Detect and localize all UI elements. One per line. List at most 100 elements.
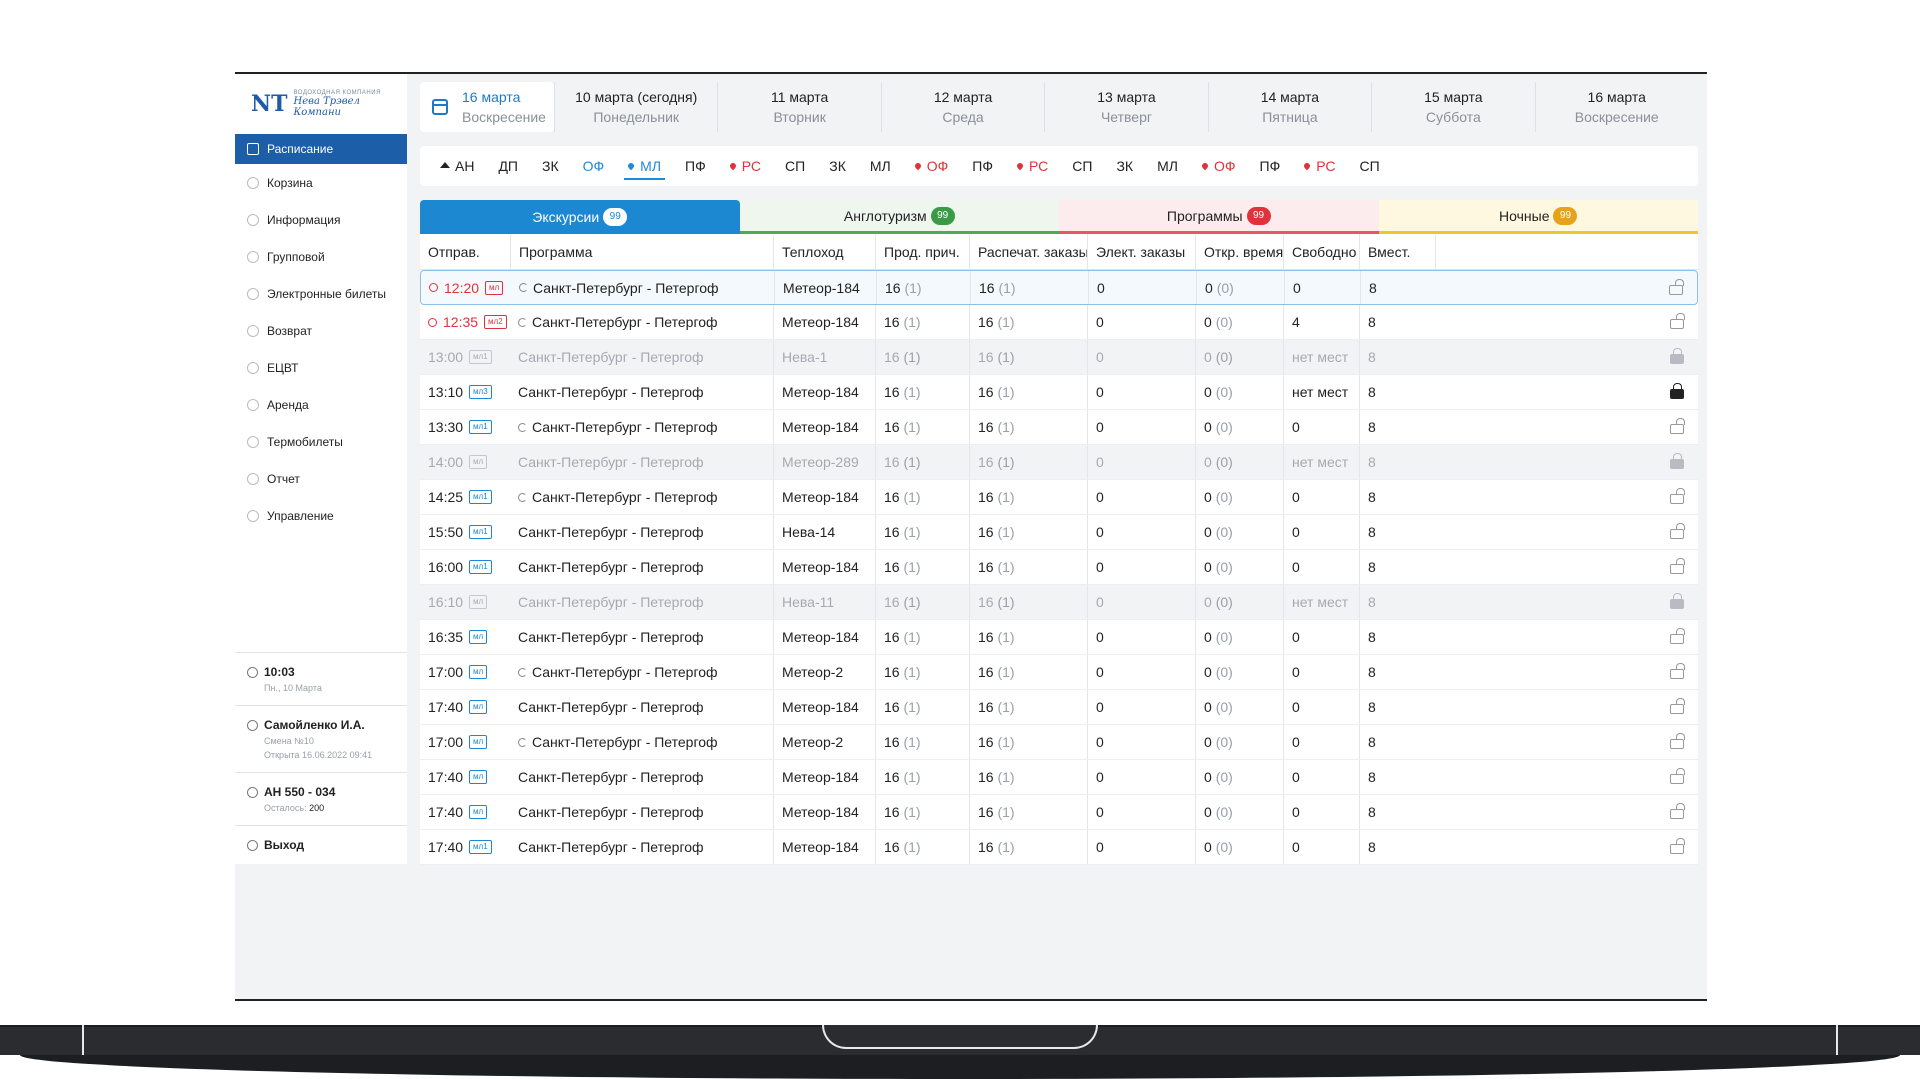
col-departure[interactable]: Отправ. bbox=[428, 243, 480, 260]
cell-lock[interactable] bbox=[1435, 480, 1698, 514]
cell-lock[interactable] bbox=[1435, 340, 1698, 374]
route-rs[interactable]: РС bbox=[718, 146, 773, 186]
sidebar-item-info[interactable]: Информация bbox=[235, 201, 407, 238]
date-option[interactable]: 12 марта Среда bbox=[880, 82, 1044, 132]
lock-icon[interactable] bbox=[1670, 453, 1684, 469]
sidebar-item-refund[interactable]: Возврат bbox=[235, 312, 407, 349]
lock-icon[interactable] bbox=[1669, 278, 1684, 295]
route-of[interactable]: ОФ bbox=[903, 146, 961, 186]
sidebar-item-group[interactable]: Групповой bbox=[235, 238, 407, 275]
table-row[interactable]: 14:00 мл Санкт-Петербург - Петергоф Метеор-… bbox=[420, 445, 1698, 480]
col-open-time[interactable]: Откр. время bbox=[1195, 234, 1283, 269]
cell-lock[interactable] bbox=[1435, 655, 1698, 689]
table-row[interactable]: 17:40 мл1 Санкт-Петербург - Петергоф Метеор… bbox=[420, 830, 1698, 865]
col-program[interactable]: Программа bbox=[510, 234, 773, 269]
table-row[interactable]: 17:00 мл Санкт-Петербург - Петергоф Метеор-… bbox=[420, 655, 1698, 690]
table-row[interactable]: 15:50 мл1 Санкт-Петербург - Петергоф Нева-1… bbox=[420, 515, 1698, 550]
lock-icon[interactable] bbox=[1670, 803, 1685, 819]
sidebar-item-ecvt[interactable]: ЕЦВТ bbox=[235, 349, 407, 386]
lock-icon[interactable] bbox=[1670, 523, 1685, 539]
cell-lock[interactable] bbox=[1435, 795, 1698, 829]
route-ml[interactable]: МЛ bbox=[1145, 146, 1190, 186]
lock-icon[interactable] bbox=[1670, 383, 1684, 399]
cell-lock[interactable] bbox=[1435, 585, 1698, 619]
lock-icon[interactable] bbox=[1670, 313, 1685, 329]
table-row[interactable]: 17:40 мл Санкт-Петербург - Петергоф Метеор-… bbox=[420, 760, 1698, 795]
sidebar-item-rent[interactable]: Аренда bbox=[235, 386, 407, 423]
cell-lock[interactable] bbox=[1435, 760, 1698, 794]
calendar-icon[interactable] bbox=[432, 99, 448, 115]
col-ship[interactable]: Теплоход bbox=[773, 234, 875, 269]
route-dp[interactable]: ДП bbox=[486, 146, 530, 186]
logout-button[interactable]: Выход bbox=[264, 838, 305, 852]
table-row[interactable]: 17:40 мл Санкт-Петербург - Петергоф Метеор-… bbox=[420, 795, 1698, 830]
table-row[interactable]: 12:35 мл2 Санкт-Петербург - Петергоф Метеор… bbox=[420, 305, 1698, 340]
lock-icon[interactable] bbox=[1670, 348, 1684, 364]
route-sp[interactable]: СП bbox=[1060, 146, 1104, 186]
date-option[interactable]: 11 марта Вторник bbox=[717, 82, 880, 132]
sidebar-item-e-tickets[interactable]: Электронные билеты bbox=[235, 275, 407, 312]
route-ml[interactable]: МЛ bbox=[858, 146, 903, 186]
date-option[interactable]: 14 марта Пятница bbox=[1207, 82, 1371, 132]
lock-icon[interactable] bbox=[1670, 418, 1685, 434]
tab-night[interactable]: Ночные 99 bbox=[1378, 200, 1698, 234]
date-option[interactable]: 16 марта Воскресение bbox=[1534, 82, 1698, 132]
route-ml[interactable]: МЛ bbox=[616, 146, 673, 186]
col-sold-pier[interactable]: Прод. прич. bbox=[875, 234, 969, 269]
lock-icon[interactable] bbox=[1670, 628, 1685, 644]
sidebar-item-schedule[interactable]: Расписание bbox=[235, 134, 407, 164]
cell-lock[interactable] bbox=[1436, 271, 1697, 304]
table-row[interactable]: 13:10 мл3 Санкт-Петербург - Петергоф Метеор… bbox=[420, 375, 1698, 410]
sidebar-item-cart[interactable]: Корзина bbox=[235, 164, 407, 201]
table-row[interactable]: 16:35 мл Санкт-Петербург - Петергоф Метеор-… bbox=[420, 620, 1698, 655]
sidebar-item-thermo[interactable]: Термобилеты bbox=[235, 423, 407, 460]
tab-programs[interactable]: Программы 99 bbox=[1059, 200, 1379, 234]
cell-lock[interactable] bbox=[1435, 375, 1698, 409]
route-zk[interactable]: ЗК bbox=[530, 146, 571, 186]
lock-icon[interactable] bbox=[1670, 698, 1685, 714]
sidebar-item-manage[interactable]: Управление bbox=[235, 497, 407, 534]
lock-icon[interactable] bbox=[1670, 558, 1685, 574]
lock-icon[interactable] bbox=[1670, 663, 1685, 679]
col-printed-orders[interactable]: Распечат. заказы bbox=[969, 234, 1087, 269]
logout-block[interactable]: Выход bbox=[235, 825, 407, 864]
date-picker[interactable]: 16 марта Воскресение bbox=[420, 82, 554, 132]
date-option[interactable]: 15 марта Суббота bbox=[1371, 82, 1534, 132]
lock-icon[interactable] bbox=[1670, 838, 1685, 854]
col-e-orders[interactable]: Элект. заказы bbox=[1087, 234, 1195, 269]
route-of[interactable]: ОФ bbox=[1190, 146, 1248, 186]
lock-icon[interactable] bbox=[1670, 733, 1685, 749]
table-row[interactable]: 12:20 мл Санкт-Петербург - Петергоф Метеор-… bbox=[420, 270, 1698, 305]
route-pf[interactable]: ПФ bbox=[960, 146, 1005, 186]
cell-lock[interactable] bbox=[1435, 830, 1698, 864]
tab-excursions[interactable]: Экскурсии 99 bbox=[420, 200, 740, 234]
col-free[interactable]: Свободно bbox=[1283, 234, 1359, 269]
route-of[interactable]: ОФ bbox=[571, 146, 617, 186]
date-option[interactable]: 10 марта (сегодня) Понедельник bbox=[554, 82, 717, 132]
route-sp[interactable]: СП bbox=[773, 146, 817, 186]
cell-lock[interactable] bbox=[1435, 690, 1698, 724]
table-row[interactable]: 13:30 мл1 Санкт-Петербург - Петергоф Метеор… bbox=[420, 410, 1698, 445]
cell-lock[interactable] bbox=[1435, 445, 1698, 479]
table-row[interactable]: 16:10 мл Санкт-Петербург - Петергоф Нева-11… bbox=[420, 585, 1698, 620]
cell-lock[interactable] bbox=[1435, 550, 1698, 584]
col-capacity[interactable]: Вмест. bbox=[1359, 234, 1435, 269]
lock-icon[interactable] bbox=[1670, 593, 1684, 609]
table-row[interactable]: 16:00 мл1 Санкт-Петербург - Петергоф Метеор… bbox=[420, 550, 1698, 585]
table-row[interactable]: 17:00 мл Санкт-Петербург - Петергоф Метеор-… bbox=[420, 725, 1698, 760]
sidebar-item-report[interactable]: Отчет bbox=[235, 460, 407, 497]
date-option[interactable]: 13 марта Четверг bbox=[1044, 82, 1207, 132]
cell-lock[interactable] bbox=[1435, 515, 1698, 549]
route-pf[interactable]: ПФ bbox=[673, 146, 718, 186]
cell-lock[interactable] bbox=[1435, 620, 1698, 654]
lock-icon[interactable] bbox=[1670, 768, 1685, 784]
route-rs[interactable]: РС bbox=[1005, 146, 1060, 186]
table-row[interactable]: 17:40 мл Санкт-Петербург - Петергоф Метеор-… bbox=[420, 690, 1698, 725]
tab-anglotourism[interactable]: Англотуризм 99 bbox=[739, 200, 1059, 234]
lock-icon[interactable] bbox=[1670, 488, 1685, 504]
table-row[interactable]: 14:25 мл1 Санкт-Петербург - Петергоф Метеор… bbox=[420, 480, 1698, 515]
cell-lock[interactable] bbox=[1435, 305, 1698, 339]
route-pf[interactable]: ПФ bbox=[1248, 146, 1293, 186]
route-rs[interactable]: РС bbox=[1292, 146, 1347, 186]
cell-lock[interactable] bbox=[1435, 410, 1698, 444]
